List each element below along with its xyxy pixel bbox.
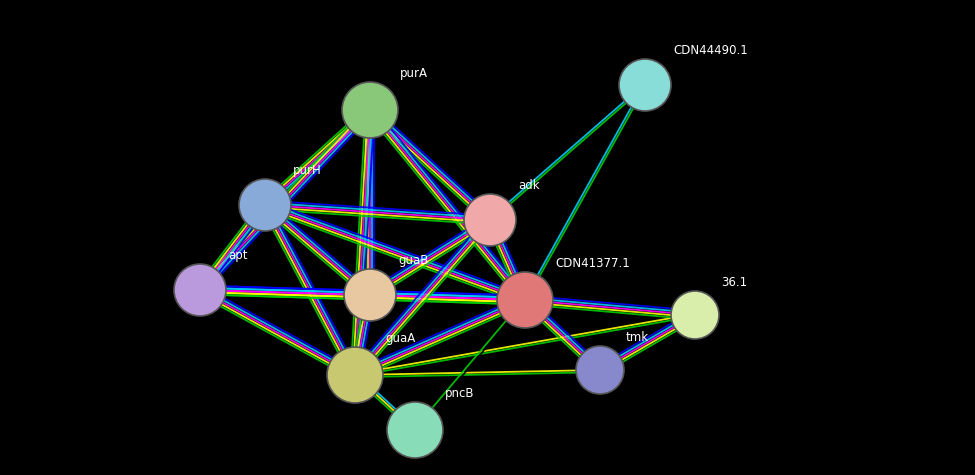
Text: guaA: guaA (385, 332, 415, 345)
Circle shape (619, 59, 671, 111)
Text: apt: apt (228, 249, 248, 262)
Circle shape (387, 402, 443, 458)
Circle shape (239, 179, 291, 231)
Text: adk: adk (518, 179, 539, 192)
Circle shape (576, 346, 624, 394)
Text: CDN41377.1: CDN41377.1 (555, 257, 630, 270)
Text: tmk: tmk (626, 331, 649, 344)
Circle shape (327, 347, 383, 403)
Text: 36.1: 36.1 (721, 276, 747, 289)
Circle shape (174, 264, 226, 316)
Text: guaB: guaB (398, 254, 428, 267)
Text: CDN44490.1: CDN44490.1 (673, 44, 748, 57)
Text: purA: purA (400, 67, 428, 80)
Circle shape (671, 291, 719, 339)
Text: purH: purH (293, 164, 322, 177)
Circle shape (344, 269, 396, 321)
Circle shape (497, 272, 553, 328)
Text: pncB: pncB (445, 387, 475, 400)
Circle shape (342, 82, 398, 138)
Circle shape (464, 194, 516, 246)
